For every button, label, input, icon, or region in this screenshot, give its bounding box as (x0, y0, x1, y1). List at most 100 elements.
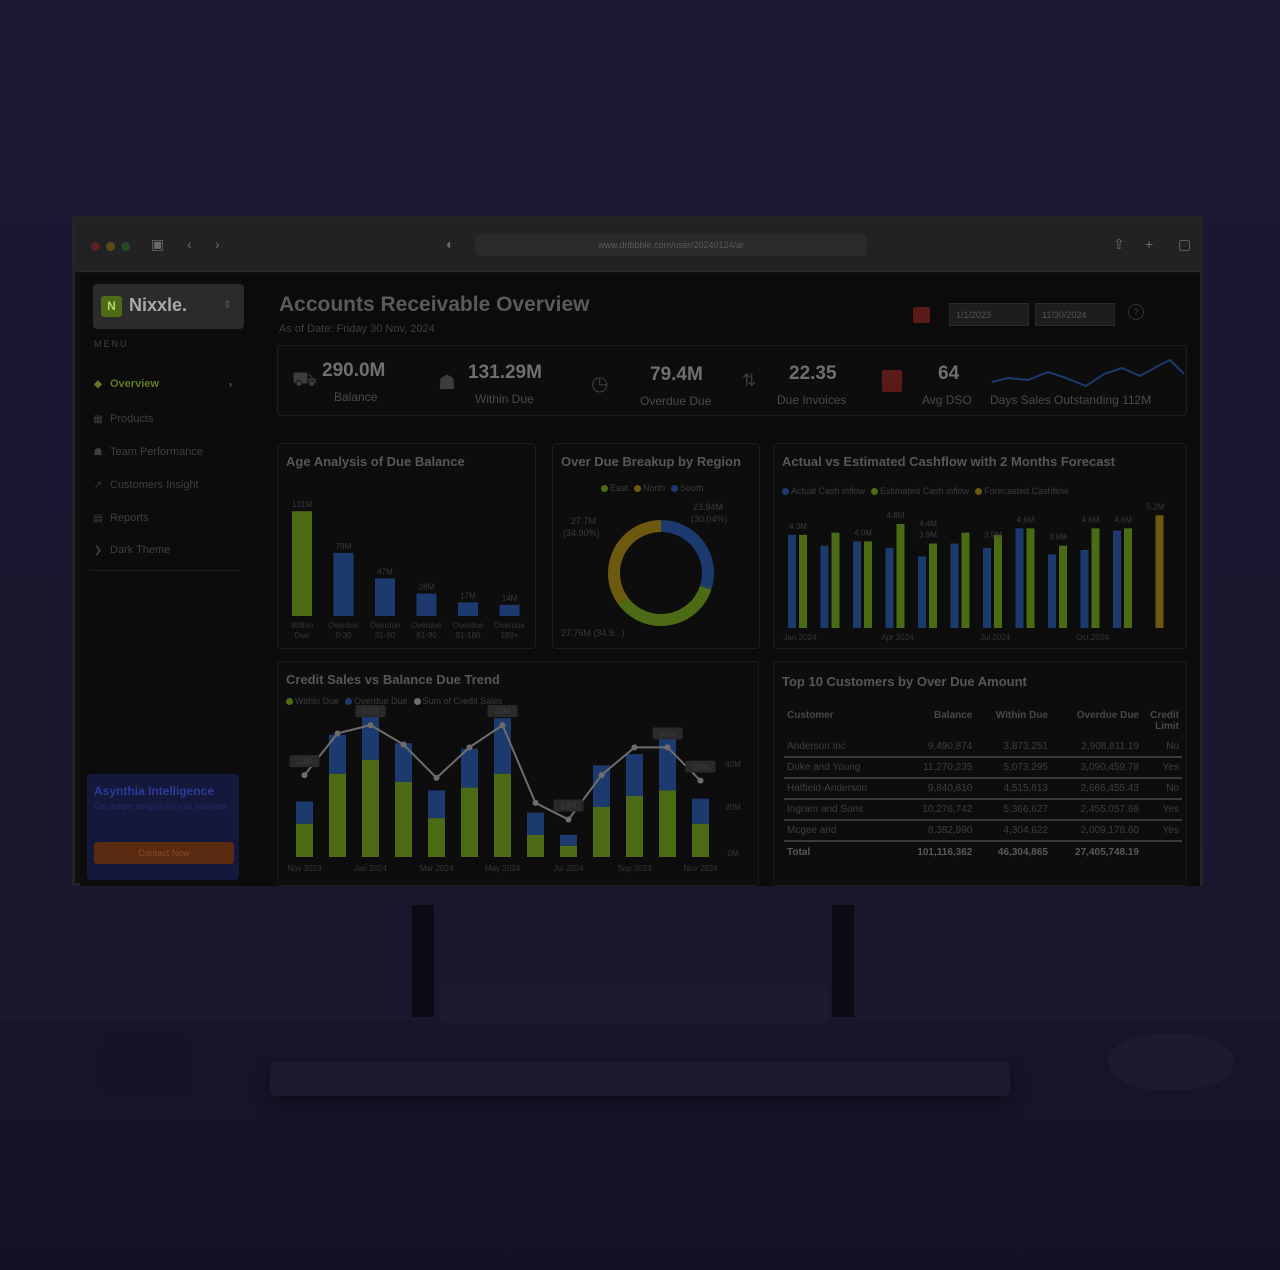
date-from-input[interactable]: 1/1/2023 (949, 303, 1029, 326)
trend-bar-within (329, 773, 346, 857)
share-icon[interactable]: ⇪ (1113, 236, 1125, 252)
legend-within-due: Within Due (286, 696, 339, 706)
legend-swatch (634, 484, 642, 492)
trend-point (631, 744, 638, 751)
cell-overdue-due: 2,666,455.43 (1050, 778, 1142, 800)
address-bar[interactable]: www.dribbble.com/user/20240124/ar (475, 234, 867, 256)
table-row[interactable]: Hatfield-Anderson 9,840,810 4,515,813 2,666… (784, 778, 1182, 800)
logo-switch-icon[interactable]: ⇕ (222, 299, 232, 311)
nav-item-overview[interactable]: ◆ Overview › (92, 378, 232, 390)
cashflow-data-label: 4.6M (1082, 515, 1100, 524)
promo-subtitle: Get deeper insights for your business (94, 802, 227, 811)
trend-y2-tick: 0M (727, 849, 738, 858)
trend-point (664, 744, 671, 751)
cashflow-data-label: 4.8M (887, 511, 905, 520)
legend-label: Sum of Credit Sales (422, 696, 503, 706)
close-window-button[interactable] (91, 242, 100, 251)
cashflow-data-label: 5.2M (1147, 502, 1165, 511)
nav-item-customers-insight[interactable]: ↗ Customers Insight (92, 479, 199, 491)
trend-data-label: 33M (660, 729, 676, 738)
col-overdue-due[interactable]: Overdue Due (1076, 710, 1139, 721)
table-row[interactable]: Mcgee and 8,382,990 4,304,622 2,009,178.60 Y… (784, 820, 1182, 842)
trend-bar-overdue (494, 718, 511, 774)
col-within-due[interactable]: Within Due (995, 710, 1048, 721)
cashflow-x-tick: Apr 2024 (881, 633, 914, 642)
trend-bar-within (626, 795, 643, 857)
panel-region-breakup: Over Due Breakup by Region East North So… (552, 443, 760, 649)
trend-bar-within (659, 790, 676, 857)
page-title: Accounts Receivable Overview (279, 293, 590, 316)
shield-icon[interactable]: ◐ (446, 236, 455, 252)
legend-label: Within Due (295, 696, 340, 706)
trend-point (598, 772, 605, 779)
cell-within-due: 5,366,627 (975, 799, 1051, 821)
info-icon[interactable]: ? (1128, 304, 1144, 320)
trend-bar-overdue (296, 801, 313, 824)
date-to-input[interactable]: 11/30/2024 (1035, 303, 1115, 326)
age-x-tick: Due (295, 631, 310, 640)
trend-point (334, 730, 341, 737)
table-row[interactable]: Ingram and Sons 10,276,742 5,366,627 2,455,… (784, 799, 1182, 821)
cashflow-data-label: 3.8M (1049, 533, 1067, 542)
trend-point (565, 816, 572, 823)
balance-icon: ⛟ (292, 369, 318, 391)
logo-box[interactable]: N Nixxle. ⇕ (93, 284, 244, 329)
trend-data-label: 23M (297, 757, 313, 766)
minimize-window-button[interactable] (106, 242, 115, 251)
cashflow-bar (820, 545, 829, 628)
trend-bar-within (560, 845, 577, 857)
table-row[interactable]: Duke and Young 11,270,235 5,073,295 3,090,4… (784, 757, 1182, 779)
cashflow-x-tick: Jan 2024 (784, 633, 817, 642)
nav-item-dark-theme[interactable]: ❯ Dark Theme (92, 544, 171, 556)
table-total-row[interactable]: Total 101,116,362 46,304,865 27,405,748.19 (784, 841, 1182, 862)
legend-actual: Actual Cash inflow (782, 486, 865, 496)
clock-icon: ◷ (591, 373, 609, 395)
cashflow-bar (1155, 515, 1164, 628)
trend-bar-within (296, 823, 313, 857)
kpi-label: Due Invoices (777, 393, 847, 407)
age-bar (292, 511, 312, 616)
col-credit-limit[interactable]: Credit Limit (1150, 710, 1179, 732)
trend-icon: ↗ (93, 479, 103, 491)
trend-x-tick: Jul 2024 (553, 864, 584, 873)
cell-credit-limit: Yes (1142, 799, 1182, 821)
back-icon[interactable]: ‹ (187, 236, 192, 252)
cashflow-bar (1124, 528, 1132, 628)
table-row[interactable]: Anderson Inc 9,490,874 3,873,251 2,908,811.… (784, 736, 1182, 758)
age-bar (499, 604, 520, 616)
desk (0, 1020, 1280, 1270)
col-customer[interactable]: Customer (787, 710, 834, 721)
trend-x-tick: Sep 2024 (617, 864, 652, 873)
moon-icon: ❯ (93, 544, 103, 556)
tabs-overview-icon[interactable]: ▢ (1178, 236, 1192, 252)
trend-bar-within (362, 759, 379, 857)
contact-now-button[interactable]: Contact Now (94, 842, 234, 864)
legend-swatch (871, 487, 879, 495)
donut-slice (608, 520, 662, 605)
trend-legend: Within Due Overdue Due Sum of Credit Sal… (286, 696, 503, 706)
box-icon: ▦ (93, 413, 103, 425)
sidebar-toggle-icon[interactable]: ▣ (151, 236, 165, 252)
age-bar-label: 131M (292, 500, 312, 509)
forward-icon[interactable]: › (215, 236, 220, 252)
legend-east: East (601, 483, 628, 493)
trend-label-box (355, 705, 386, 718)
nav-item-products[interactable]: ▦ Products (92, 413, 153, 425)
panel-title: Actual vs Estimated Cashflow with 2 Mont… (782, 454, 1116, 469)
cashflow-bar (918, 556, 926, 628)
cell-customer: Total (787, 846, 811, 858)
cell-within-due: 3,873,251 (975, 736, 1051, 758)
maximize-window-button[interactable] (121, 242, 130, 251)
trend-bar-overdue (428, 790, 445, 819)
nav-divider (90, 570, 240, 571)
nav-item-team-performance[interactable]: ☗ Team Performance (92, 446, 203, 458)
age-x-tick: Overdue (328, 621, 359, 630)
new-tab-icon[interactable]: + (1145, 236, 1154, 252)
cashflow-bar (853, 541, 861, 628)
nav-item-reports[interactable]: ▤ Reports (92, 512, 148, 524)
region-label-north: 27.76M (34.9...) (561, 628, 625, 638)
kpi-value: 22.35 (789, 363, 837, 384)
cell-customer: Duke and Young (784, 757, 896, 779)
col-balance[interactable]: Balance (934, 710, 973, 721)
